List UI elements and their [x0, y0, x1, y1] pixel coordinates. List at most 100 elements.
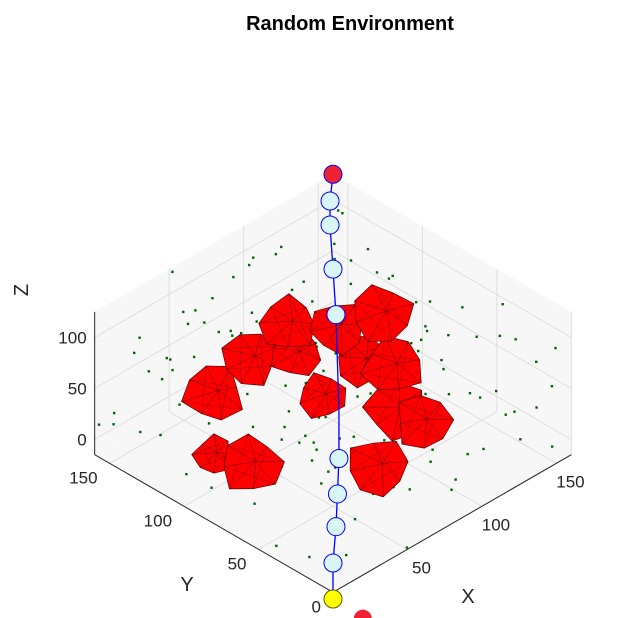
obstacle-edge [373, 443, 383, 464]
obstacle-edge [386, 310, 408, 326]
scatter-point [253, 502, 256, 505]
axis-line-y [94, 454, 334, 593]
obstacle-edge [303, 387, 330, 415]
scatter-point [349, 259, 353, 262]
scatter-point [383, 439, 386, 442]
scatter-point [312, 441, 315, 444]
obstacle-edge [401, 395, 421, 445]
obstacle-edge [398, 402, 427, 420]
goal-marker-projection [353, 609, 372, 618]
obstacle [359, 335, 422, 390]
scatter-point [424, 392, 427, 396]
obstacle-edge [426, 402, 441, 420]
scatter-point [171, 368, 174, 372]
obstacle-edge [313, 372, 345, 407]
obstacle-edge [326, 387, 346, 394]
scatter-point [356, 395, 359, 398]
obstacle-edge [350, 441, 397, 472]
obstacle-edge [218, 390, 243, 410]
scatter-point [408, 488, 411, 491]
obstacle-edge [229, 461, 256, 490]
scatter-point [375, 271, 379, 274]
scatter-point [450, 488, 453, 492]
obstacle-edge [202, 443, 215, 474]
obstacle-edge [253, 446, 268, 489]
obstacle-edge [382, 463, 401, 482]
obstacle-edge [255, 355, 265, 386]
start-marker [323, 589, 343, 609]
obstacle-edge [360, 373, 422, 383]
scatter-point [366, 247, 370, 251]
waypoint-marker [329, 449, 349, 468]
scatter-point [478, 396, 482, 399]
scatter-point [229, 329, 232, 333]
scatter-point [232, 275, 235, 279]
scatter-point [349, 282, 353, 286]
obstacle-edge [292, 320, 315, 325]
axis-line-x [332, 454, 572, 593]
obstacle-edge [248, 433, 256, 462]
scatter-point [207, 422, 211, 425]
scatter-point [311, 300, 314, 303]
back-left-pane [94, 174, 333, 455]
scatter-point [304, 381, 308, 385]
scatter-point [429, 460, 432, 463]
obstacle-edge [299, 350, 321, 361]
obstacle-edge [299, 393, 327, 404]
obstacle-edge [258, 320, 293, 324]
obstacle-edge [382, 463, 384, 497]
scatter-point [454, 478, 457, 481]
scatter-point [302, 280, 305, 283]
grid-line [94, 199, 334, 338]
obstacle-edge [426, 418, 454, 420]
scatter-point [333, 242, 336, 246]
obstacle-edge [289, 342, 316, 373]
scatter-point [252, 256, 255, 259]
obstacle-edge [350, 463, 383, 472]
scatter-point [320, 482, 323, 485]
obstacle-edge [400, 418, 427, 424]
y-tick-label: 150 [69, 468, 97, 487]
obstacle-edge [213, 433, 218, 453]
scatter-point [185, 472, 188, 476]
scatter-point [283, 425, 286, 429]
scatter-point [461, 306, 464, 309]
scatter-point [165, 356, 168, 360]
obstacle-edge [372, 354, 420, 361]
obstacle [398, 395, 455, 449]
obstacle-edge [202, 443, 218, 453]
obstacle-edge [201, 390, 219, 414]
scatter-point [298, 441, 301, 444]
obstacle-edge [181, 401, 243, 410]
scatter-point [387, 277, 391, 280]
scatter-point [519, 438, 522, 441]
obstacle-edge [338, 356, 367, 359]
obstacle-edge [377, 336, 386, 390]
obstacle-edge [239, 334, 242, 384]
scatter-point [482, 447, 485, 451]
waypoint-marker [320, 191, 340, 211]
scatter-point [255, 320, 258, 323]
scatter-point [112, 423, 115, 426]
scatter-point [217, 330, 220, 334]
scatter-point [178, 403, 181, 406]
scatter-point [274, 252, 278, 256]
scatter-point [112, 411, 116, 415]
scatter-point [513, 410, 516, 413]
obstacle-edge [191, 452, 217, 455]
scatter-point [417, 349, 420, 353]
scatter-point [494, 389, 498, 393]
obstacle-edge [288, 293, 293, 321]
obstacle-edge [239, 334, 256, 356]
obstacles [181, 284, 455, 498]
scatter-point [203, 321, 206, 324]
scatter-point [447, 392, 451, 396]
obstacle-edge [426, 418, 444, 439]
grid-line [168, 411, 408, 550]
obstacle-edge [371, 284, 408, 326]
scatter-point [324, 415, 327, 419]
obstacle-edge [191, 440, 229, 455]
obstacle-edge [360, 461, 409, 491]
obstacle-edge [325, 393, 330, 415]
